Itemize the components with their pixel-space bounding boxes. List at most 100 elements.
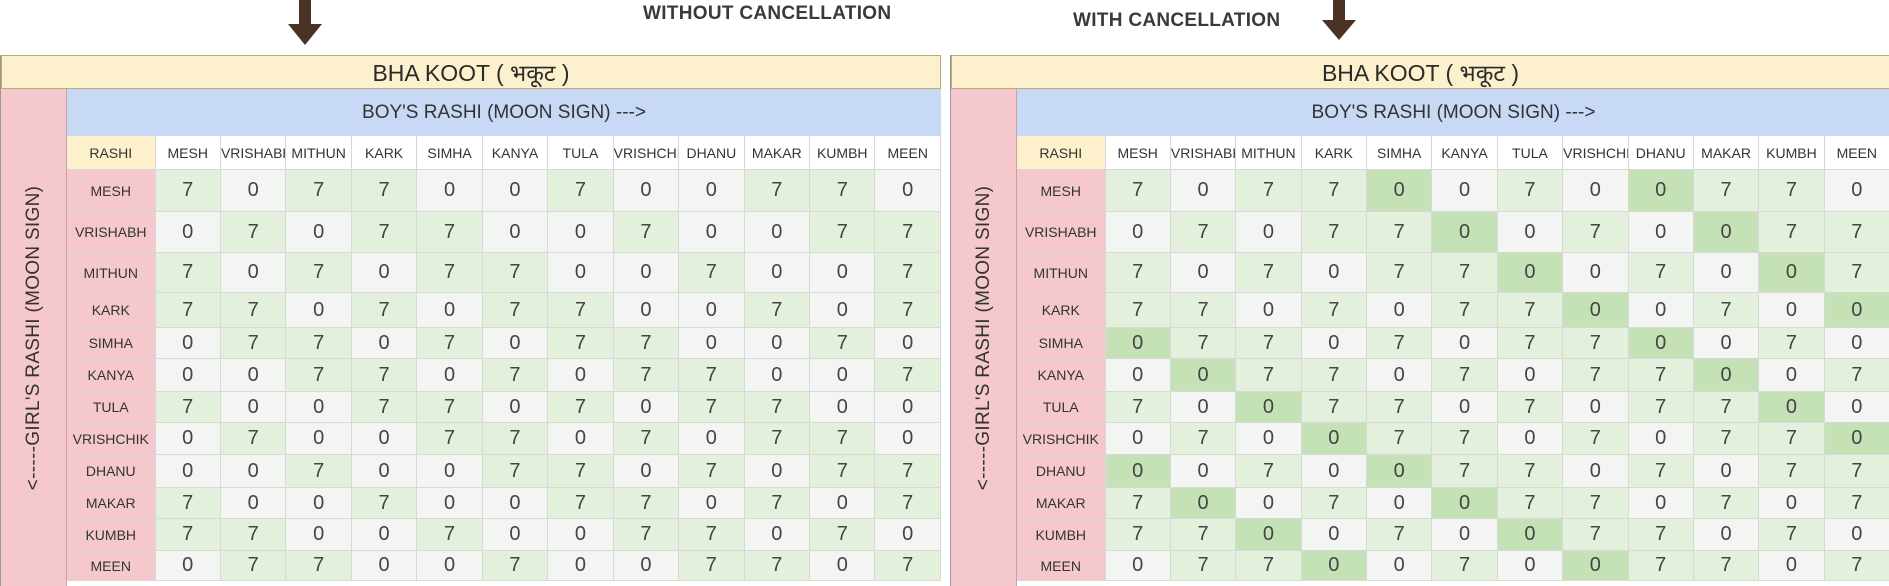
score-cell: 0 xyxy=(155,327,221,359)
score-cell: 0 xyxy=(155,550,221,581)
score-cell: 0 xyxy=(613,169,680,212)
score-cell: 0 xyxy=(1170,169,1237,212)
score-cell: 7 xyxy=(351,169,418,212)
score-cell: 0 xyxy=(1693,518,1760,551)
score-cell: 7 xyxy=(547,169,614,212)
score-cell: 7 xyxy=(1758,518,1825,551)
score-cell: 0 xyxy=(547,252,614,293)
score-cell: 0 xyxy=(1301,422,1368,455)
column-header: MESH xyxy=(1105,136,1171,170)
score-cell: 0 xyxy=(1235,487,1302,519)
girls-rashi-label: <-----GIRL'S RASHI (MOON SIGN) xyxy=(1,89,67,586)
score-cell: 0 xyxy=(1758,487,1825,519)
score-cell: 0 xyxy=(1235,211,1302,253)
score-cell: 0 xyxy=(1824,169,1889,212)
column-header: MITHUN xyxy=(1235,136,1302,170)
score-cell: 7 xyxy=(416,518,483,551)
boys-rashi-header: BOY'S RASHI (MOON SIGN) ---> xyxy=(67,89,941,137)
score-cell: 0 xyxy=(1366,550,1433,581)
score-cell: 0 xyxy=(874,327,941,359)
score-cell: 7 xyxy=(809,169,876,212)
score-cell: 0 xyxy=(678,211,745,253)
score-cell: 0 xyxy=(155,454,221,488)
score-cell: 7 xyxy=(1693,169,1760,212)
score-cell: 0 xyxy=(1497,211,1564,253)
score-cell: 7 xyxy=(482,358,549,392)
rashi-grid: RASHI MESH VRISHABH MITHUN KARK SIMHA KANYA TUL… xyxy=(67,136,941,581)
score-cell: 7 xyxy=(351,211,418,253)
score-cell: 7 xyxy=(547,487,614,519)
score-cell: 7 xyxy=(285,252,352,293)
score-cell: 0 xyxy=(1431,487,1498,519)
score-cell: 7 xyxy=(809,327,876,359)
score-cell: 7 xyxy=(1366,518,1433,551)
row-header: VRISHABH xyxy=(1017,211,1106,253)
girls-rashi-text: <-----GIRL'S RASHI (MOON SIGN) xyxy=(972,185,994,490)
score-cell: 0 xyxy=(1105,358,1171,392)
score-cell: 0 xyxy=(285,518,352,551)
score-cell: 7 xyxy=(285,358,352,392)
score-cell: 0 xyxy=(1758,252,1825,293)
score-cell: 0 xyxy=(416,454,483,488)
score-cell: 7 xyxy=(1170,550,1237,581)
score-cell: 0 xyxy=(678,487,745,519)
score-cell: 0 xyxy=(220,358,287,392)
score-cell: 0 xyxy=(678,327,745,359)
score-cell: 0 xyxy=(1235,391,1302,423)
score-cell: 0 xyxy=(220,252,287,293)
score-cell: 0 xyxy=(1105,550,1171,581)
score-cell: 7 xyxy=(1301,292,1368,328)
score-cell: 0 xyxy=(1562,454,1629,488)
score-cell: 7 xyxy=(220,211,287,253)
score-cell: 7 xyxy=(285,550,352,581)
score-cell: 7 xyxy=(1497,327,1564,359)
table-row: KARK 7 7 0 7 0 7 7 0 0 7 0 0 xyxy=(1017,292,1889,328)
score-cell: 0 xyxy=(1824,422,1889,455)
score-cell: 7 xyxy=(613,327,680,359)
score-cell: 7 xyxy=(1170,518,1237,551)
score-cell: 0 xyxy=(744,327,811,359)
row-header: DHANU xyxy=(67,454,156,488)
score-cell: 0 xyxy=(1758,358,1825,392)
score-cell: 7 xyxy=(155,518,221,551)
score-cell: 7 xyxy=(1693,292,1760,328)
score-cell: 0 xyxy=(285,211,352,253)
score-cell: 0 xyxy=(1693,252,1760,293)
caption-without-cancellation: WITHOUT CANCELLATION xyxy=(643,3,892,24)
score-cell: 7 xyxy=(1366,327,1433,359)
score-cell: 7 xyxy=(1628,550,1694,581)
girls-rashi-label: <-----GIRL'S RASHI (MOON SIGN) xyxy=(951,89,1017,586)
score-cell: 7 xyxy=(1105,487,1171,519)
score-cell: 7 xyxy=(416,252,483,293)
score-cell: 0 xyxy=(1301,454,1368,488)
table-row: MEEN 0 7 7 0 0 7 0 0 7 7 0 7 xyxy=(1017,550,1889,581)
score-cell: 7 xyxy=(613,358,680,392)
score-cell: 0 xyxy=(613,454,680,488)
score-cell: 7 xyxy=(1235,252,1302,293)
table-row: KANYA 0 0 7 7 0 7 0 7 7 0 0 7 xyxy=(1017,358,1889,392)
score-cell: 7 xyxy=(1824,487,1889,519)
score-cell: 7 xyxy=(1824,550,1889,581)
score-cell: 0 xyxy=(351,518,418,551)
score-cell: 0 xyxy=(1366,454,1433,488)
score-cell: 0 xyxy=(220,454,287,488)
score-cell: 0 xyxy=(744,518,811,551)
score-cell: 7 xyxy=(1562,327,1629,359)
score-cell: 7 xyxy=(1431,358,1498,392)
score-cell: 7 xyxy=(1497,391,1564,423)
table-row: SIMHA 0 7 7 0 7 0 7 7 0 0 7 0 xyxy=(1017,327,1889,359)
score-cell: 7 xyxy=(1301,391,1368,423)
score-cell: 0 xyxy=(155,358,221,392)
score-cell: 7 xyxy=(351,358,418,392)
score-cell: 7 xyxy=(874,292,941,328)
table-row: VRISHABH 0 7 0 7 7 0 0 7 0 0 7 7 xyxy=(1017,211,1889,253)
score-cell: 0 xyxy=(1105,422,1171,455)
row-header: MEEN xyxy=(67,550,156,581)
score-cell: 7 xyxy=(547,292,614,328)
score-cell: 0 xyxy=(744,252,811,293)
score-cell: 7 xyxy=(809,454,876,488)
score-cell: 7 xyxy=(809,422,876,455)
score-cell: 0 xyxy=(874,422,941,455)
caption-with-cancellation: WITH CANCELLATION xyxy=(1073,10,1281,31)
score-cell: 0 xyxy=(1301,518,1368,551)
